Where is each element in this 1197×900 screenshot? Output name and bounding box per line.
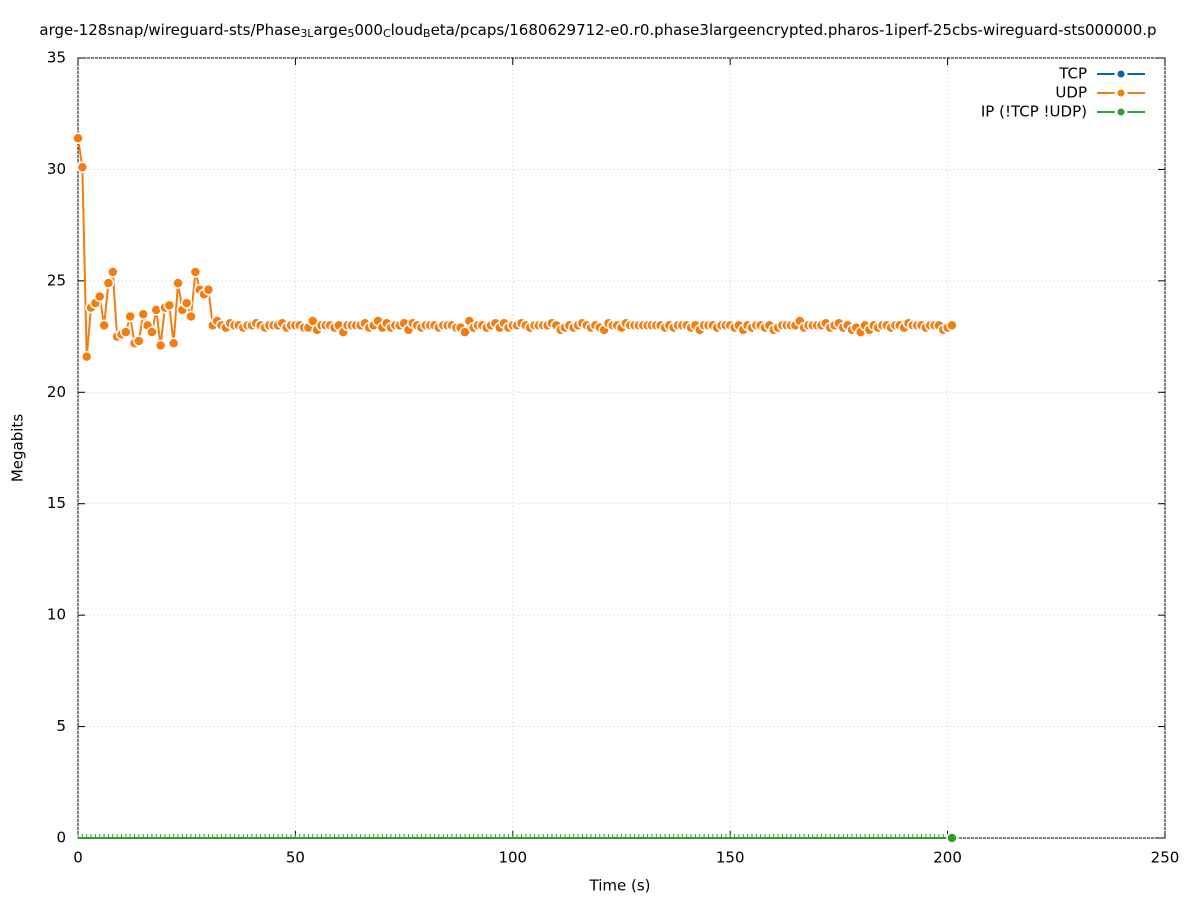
x-tick-label: 250	[1151, 849, 1180, 867]
data-point	[167, 337, 180, 350]
data-point	[102, 277, 115, 289]
data-point	[124, 310, 136, 323]
data-point	[120, 326, 132, 338]
data-point	[946, 319, 958, 332]
x-tick-label: 0	[73, 849, 83, 867]
data-point	[154, 339, 167, 352]
data-point	[93, 290, 106, 303]
data-point	[172, 277, 184, 289]
chart-title: arge-128snap/wireguard-sts/Phase3Large50…	[39, 21, 1156, 41]
y-tick-label: 10	[47, 606, 66, 624]
data-point	[76, 161, 89, 173]
legend-label: UDP	[1055, 84, 1087, 102]
title-segment: 5	[347, 27, 354, 40]
y-tick-label: 30	[47, 160, 66, 178]
data-point	[189, 266, 202, 278]
title-segment: loud	[391, 21, 423, 39]
title-segment: 000	[354, 21, 383, 39]
x-tick-label: 100	[498, 849, 527, 867]
x-tick-label: 150	[716, 849, 745, 867]
data-point	[202, 284, 215, 296]
data-point	[107, 266, 119, 278]
title-segment: eta/pcaps/1680629712-e0.r0.phase3largeen…	[431, 21, 1157, 39]
title-segment: C	[383, 27, 391, 40]
data-point	[133, 335, 145, 347]
y-axis-label: Megabits	[9, 414, 27, 482]
title-segment: arge	[313, 21, 347, 39]
legend-label: TCP	[1058, 65, 1087, 83]
title-segment: B	[423, 27, 431, 40]
data-point	[137, 308, 149, 321]
data-point	[98, 319, 110, 332]
y-tick-label: 20	[47, 383, 66, 401]
data-point	[72, 132, 84, 144]
x-tick-label: 200	[933, 849, 962, 867]
y-tick-label: 5	[56, 717, 66, 735]
y-tick-label: 0	[56, 829, 66, 847]
y-tick-label: 25	[47, 271, 66, 289]
x-tick-label: 50	[286, 849, 305, 867]
x-axis-label: Time (s)	[589, 877, 651, 895]
y-tick-label: 35	[47, 49, 66, 67]
data-point	[163, 299, 176, 312]
title-segment: 3L	[300, 27, 314, 40]
y-tick-label: 15	[47, 494, 66, 512]
data-point	[146, 326, 158, 338]
data-point	[946, 832, 958, 844]
data-point	[307, 315, 319, 327]
legend-marker	[1114, 105, 1128, 119]
data-point	[185, 310, 197, 323]
plot-border	[77, 57, 1166, 839]
data-point	[180, 297, 193, 309]
legend-label: IP (!TCP !UDP)	[981, 103, 1087, 121]
data-point	[80, 350, 93, 363]
data-point	[459, 326, 471, 338]
legend-marker	[1114, 86, 1128, 100]
title-segment: arge-128snap/wireguard-sts/Phase	[39, 21, 300, 39]
legend-marker	[1114, 67, 1128, 81]
